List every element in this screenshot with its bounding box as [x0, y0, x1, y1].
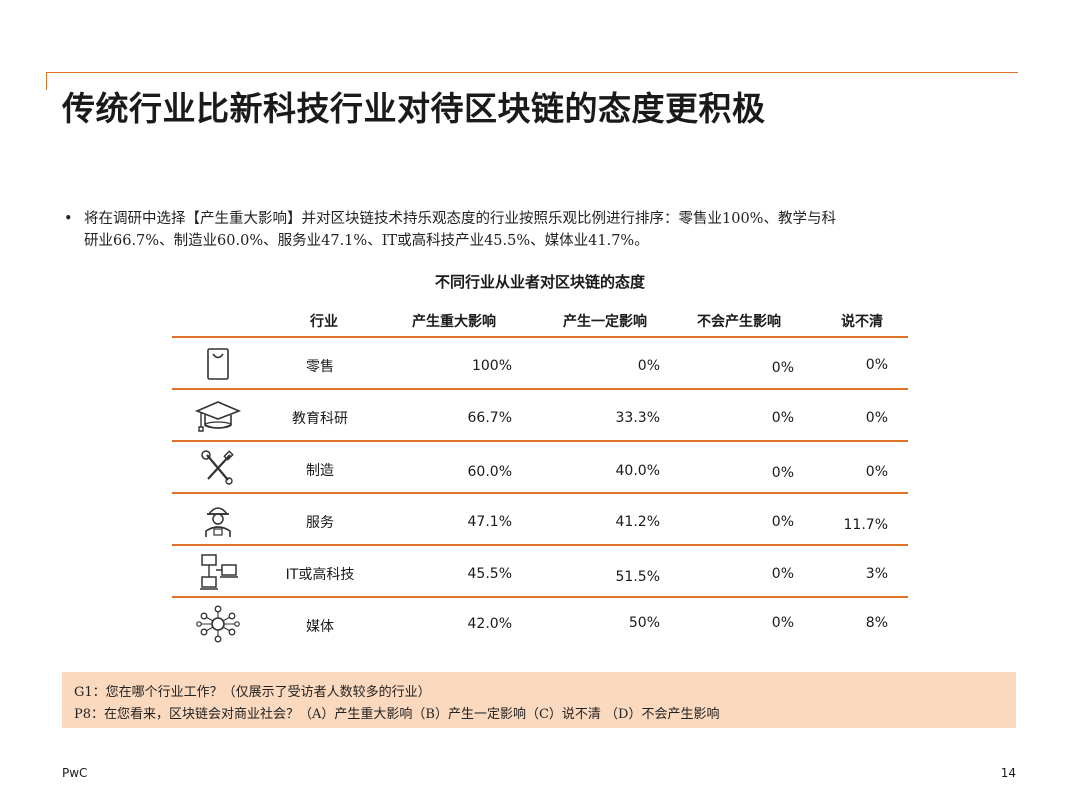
slide-title: 传统行业比新科技行业对待区块链的态度更积极: [62, 89, 766, 128]
bullet-point: • 将在调研中选择【产生重大影响】并对区块链技术持乐观态度的行业按照乐观比例进行…: [64, 208, 1024, 252]
shopping-bag-icon: [207, 348, 229, 380]
header-no-impact: 不会产生影响: [697, 314, 781, 330]
table-row: 教育科研 66.7% 33.3% 0% 0%: [172, 390, 908, 442]
note-p8: P8：在您看来，区块链会对商业社会？（A）产生重大影响（B）产生一定影响（C）说…: [74, 707, 720, 722]
no-impact-value: 0%: [771, 410, 794, 426]
row-divider: [172, 440, 908, 442]
table-row: 媒体 42.0% 50% 0% 8%: [172, 598, 908, 650]
industry-name: 制造: [306, 463, 334, 479]
unclear-value: 0%: [865, 464, 888, 480]
no-impact-value: 0%: [771, 615, 794, 631]
bullet-line-1: 将在调研中选择【产生重大影响】并对区块链技术持乐观态度的行业按照乐观比例进行排序…: [84, 211, 836, 227]
header-unclear: 说不清: [841, 314, 883, 330]
industry-name: IT或高科技: [285, 567, 355, 583]
page-number: 14: [1000, 766, 1016, 780]
table-title: 不同行业从业者对区块链的态度: [434, 273, 645, 291]
row-divider: [172, 388, 908, 390]
bullet-symbol: •: [64, 211, 73, 227]
header-divider: [172, 336, 908, 338]
unclear-value: 0%: [865, 410, 888, 426]
wrench-screwdriver-icon: [201, 450, 234, 485]
note-g1: G1：您在哪个行业工作？（仅展示了受访者人数较多的行业）: [74, 685, 431, 700]
header-some-impact: 产生一定影响: [563, 314, 647, 330]
industry-name: 教育科研: [292, 411, 348, 427]
bullet-line-2: 研业66.7%、制造业60.0%、服务业47.1%、IT或高科技产业45.5%、…: [84, 233, 649, 249]
title-frame-left-tick: [46, 72, 47, 90]
unclear-value: 3%: [865, 566, 888, 582]
worker-icon: [205, 507, 231, 537]
unclear-value: 11.7%: [843, 517, 888, 533]
row-divider: [172, 492, 908, 494]
no-impact-value: 0%: [771, 360, 794, 376]
some-impact-value: 0%: [637, 358, 660, 374]
survey-notes-box: G1：您在哪个行业工作？（仅展示了受访者人数较多的行业） P8：在您看来，区块链…: [62, 672, 1016, 728]
no-impact-value: 0%: [771, 465, 794, 481]
industry-name: 零售: [306, 359, 334, 375]
some-impact-value: 51.5%: [615, 569, 660, 585]
no-impact-value: 0%: [771, 566, 794, 582]
network-computers-icon: [200, 554, 238, 590]
row-divider: [172, 596, 908, 598]
title-frame-top-line: [46, 72, 1018, 73]
industry-name: 媒体: [306, 619, 334, 635]
unclear-value: 0%: [865, 357, 888, 373]
no-impact-value: 0%: [771, 514, 794, 530]
table-row: 零售 100% 0% 0% 0%: [172, 338, 908, 390]
some-impact-value: 33.3%: [615, 410, 660, 426]
unclear-value: 8%: [865, 615, 888, 631]
major-impact-value: 66.7%: [467, 410, 512, 426]
some-impact-value: 40.0%: [615, 463, 660, 479]
some-impact-value: 50%: [628, 615, 660, 631]
header-major-impact: 产生重大影响: [412, 314, 496, 330]
major-impact-value: 100%: [471, 358, 512, 374]
media-network-icon: [196, 605, 240, 643]
row-divider: [172, 544, 908, 546]
industry-name: 服务: [306, 515, 334, 531]
graduation-cap-icon: [194, 401, 242, 432]
footer-brand: PwC: [62, 766, 88, 780]
major-impact-value: 60.0%: [467, 464, 512, 480]
major-impact-value: 45.5%: [467, 566, 512, 582]
table-row: IT或高科技 45.5% 51.5% 0% 3%: [172, 546, 908, 598]
some-impact-value: 41.2%: [615, 514, 660, 530]
major-impact-value: 42.0%: [467, 616, 512, 632]
table-row: 服务 47.1% 41.2% 0% 11.7%: [172, 494, 908, 546]
header-industry: 行业: [310, 314, 338, 330]
table-row: 制造 60.0% 40.0% 0% 0%: [172, 442, 908, 494]
major-impact-value: 47.1%: [467, 514, 512, 530]
